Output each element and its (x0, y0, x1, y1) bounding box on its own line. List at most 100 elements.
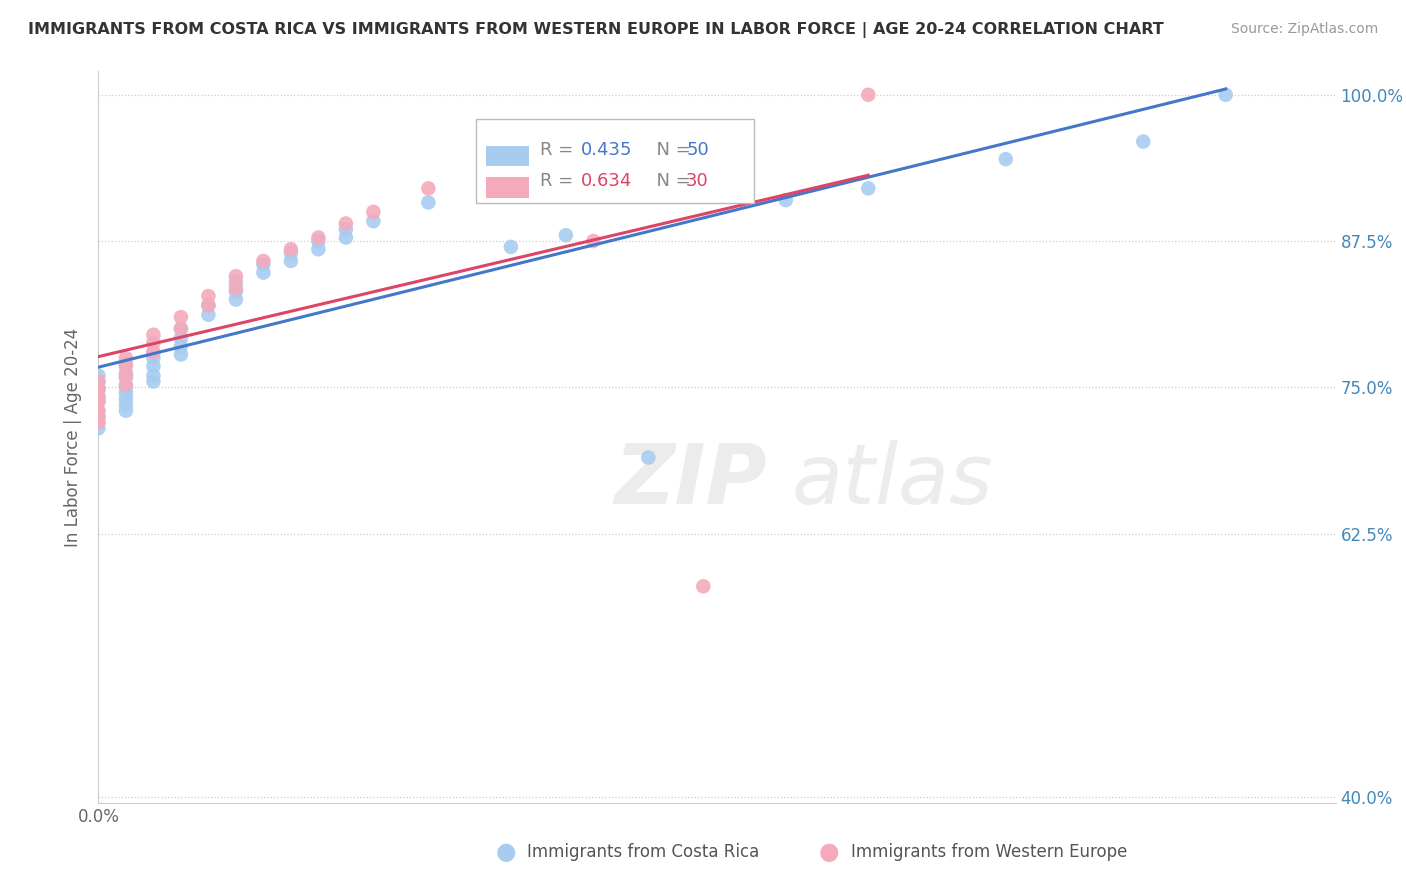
Text: Immigrants from Western Europe: Immigrants from Western Europe (851, 843, 1128, 861)
Point (115, 371, 138, 385)
Point (87, 390, 110, 404)
FancyBboxPatch shape (475, 119, 754, 203)
Point (87, 380, 110, 394)
Point (499, 240, 522, 254)
Point (335, 230, 357, 244)
Point (252, 254, 274, 268)
Point (363, 204, 385, 219)
Point (170, 331, 193, 345)
Point (115, 359, 138, 374)
Point (252, 257, 274, 271)
Point (142, 345, 165, 359)
Text: atlas: atlas (792, 441, 993, 522)
Point (1132, 135, 1154, 149)
Point (197, 289, 219, 303)
Text: IMMIGRANTS FROM COSTA RICA VS IMMIGRANTS FROM WESTERN EUROPE IN LABOR FORCE | AG: IMMIGRANTS FROM COSTA RICA VS IMMIGRANTS… (28, 22, 1164, 38)
Point (115, 378, 138, 392)
Text: 30: 30 (686, 172, 709, 190)
Point (115, 386, 138, 401)
Point (280, 245, 302, 260)
Text: Source: ZipAtlas.com: Source: ZipAtlas.com (1230, 22, 1378, 37)
Point (87, 394, 110, 409)
Point (858, 87, 880, 102)
Point (115, 366, 138, 380)
Point (142, 335, 165, 350)
Text: ●: ● (820, 840, 839, 863)
Text: ZIP: ZIP (614, 441, 766, 522)
Text: ●: ● (496, 840, 516, 863)
Point (87, 416, 110, 430)
Point (775, 193, 797, 207)
Text: 0.435: 0.435 (581, 141, 633, 160)
Point (87, 416, 110, 430)
Point (87, 409, 110, 424)
Point (418, 195, 440, 210)
Text: 0.634: 0.634 (581, 172, 633, 190)
Point (335, 217, 357, 231)
Point (115, 357, 138, 371)
Point (115, 403, 138, 417)
Point (87, 375, 110, 389)
Point (170, 310, 193, 325)
Point (418, 181, 440, 195)
Point (87, 403, 110, 417)
Point (142, 351, 165, 365)
Point (115, 398, 138, 412)
Point (87, 368, 110, 383)
Point (307, 234, 329, 248)
Point (363, 214, 385, 228)
Point (87, 383, 110, 397)
Point (197, 308, 219, 322)
Text: 50: 50 (686, 141, 709, 160)
Point (87, 409, 110, 424)
Point (197, 298, 219, 312)
Point (170, 348, 193, 362)
Point (115, 351, 138, 365)
Point (115, 368, 138, 383)
Point (582, 234, 605, 248)
Point (554, 228, 576, 243)
Text: R =: R = (540, 172, 579, 190)
Point (87, 421, 110, 435)
Point (637, 450, 659, 465)
Point (115, 392, 138, 406)
Y-axis label: In Labor Force | Age 20-24: In Labor Force | Age 20-24 (65, 327, 83, 547)
Point (1215, 87, 1237, 102)
Point (142, 359, 165, 374)
Point (225, 293, 247, 307)
Text: N =: N = (645, 141, 697, 160)
Point (499, 158, 522, 172)
Point (307, 242, 329, 256)
Point (87, 394, 110, 409)
Point (87, 375, 110, 389)
FancyBboxPatch shape (485, 146, 529, 167)
Point (225, 269, 247, 284)
Point (142, 375, 165, 389)
Point (307, 230, 329, 244)
Point (225, 275, 247, 289)
Point (252, 266, 274, 280)
Point (225, 281, 247, 295)
Point (142, 368, 165, 383)
Point (170, 322, 193, 336)
Point (142, 327, 165, 342)
Point (197, 298, 219, 312)
Point (280, 254, 302, 268)
Point (225, 285, 247, 299)
Point (87, 403, 110, 417)
Text: N =: N = (645, 172, 697, 190)
Point (858, 181, 880, 195)
Point (115, 380, 138, 394)
Text: R =: R = (540, 141, 579, 160)
Point (994, 152, 1017, 166)
FancyBboxPatch shape (485, 178, 529, 198)
Text: Immigrants from Costa Rica: Immigrants from Costa Rica (527, 843, 759, 861)
Point (692, 579, 714, 593)
Point (170, 322, 193, 336)
Point (170, 339, 193, 353)
Point (87, 383, 110, 397)
Point (335, 222, 357, 236)
Point (87, 390, 110, 404)
Point (280, 242, 302, 256)
Point (142, 345, 165, 359)
